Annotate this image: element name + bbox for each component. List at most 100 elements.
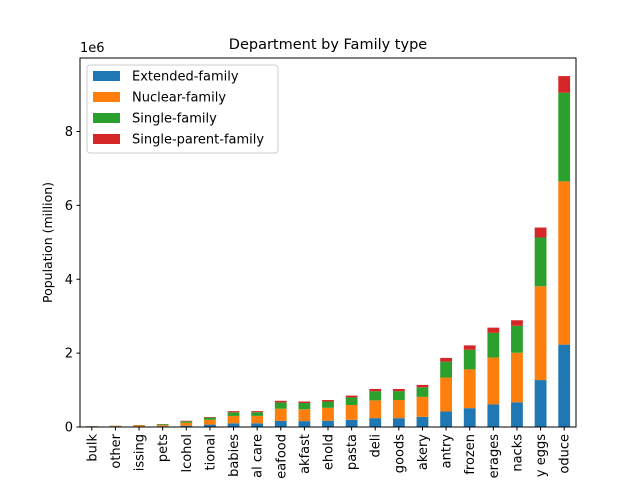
bar-dairy-eggs-series-2 [534,237,547,287]
x-tick-label: akfast [298,434,313,474]
bar-bakery-series-1 [416,396,429,417]
x-tick-label: goods [392,434,407,473]
bar-personal-care-series-0 [251,423,264,427]
y-axis-label: Population (million) [40,182,55,303]
bar-dairy-eggs-series-0 [534,380,547,427]
x-tick-label: lcohol [180,434,195,473]
bar-alcohol-series-1 [180,422,193,426]
legend-label: Extended-family [132,70,239,85]
bar-pets-series-2 [156,424,169,426]
bar-babies-series-1 [227,415,240,424]
legend-swatch [93,71,120,81]
bar-deli-series-2 [369,391,382,401]
bar-seafood-series-3 [274,400,287,403]
x-tick-label: antry [440,434,455,469]
bar-bakery-series-2 [416,387,429,397]
bar-breakfast-series-1 [298,409,311,422]
x-tick-label: nacks [510,434,525,472]
bar-babies-series-3 [227,411,240,413]
bar-snacks-series-3 [511,320,523,326]
legend-frame [86,64,279,154]
bar-beverages-series-2 [487,332,500,358]
chart-title: Department by Family type [229,37,427,53]
bar-pets-series-1 [156,425,169,427]
bar-missing-series-1 [133,425,145,427]
bar-pantry-series-3 [440,357,452,362]
y-tick-label: 8 [65,125,73,140]
bar-alcohol-series-0 [180,425,193,427]
bar-snacks-series-1 [511,352,523,403]
bar-frozen-series-0 [463,408,476,427]
bar-snacks-series-0 [511,402,523,427]
bar-snacks-series-2 [511,325,523,353]
x-tick-label: pasta [345,434,360,470]
x-tick-label: other [109,433,124,468]
bar-breakfast-series-0 [298,421,311,427]
bar-pasta-series-0 [345,419,358,427]
bar-produce-series-3 [558,76,571,93]
y-tick-label: 6 [65,199,73,214]
bar-personal-care-series-3 [251,411,264,413]
bar-pasta-series-3 [345,395,358,398]
x-tick-label: eafood [274,434,289,479]
x-tick-label: al care [251,434,266,478]
bar-household-series-0 [322,420,334,427]
bar-pasta-series-2 [345,397,358,406]
bar-frozen-series-1 [463,369,476,409]
legend-swatch [93,92,120,102]
bar-breakfast-series-2 [298,402,311,410]
bar-pantry-series-0 [440,411,452,427]
x-tick-label: frozen [463,434,478,475]
bar-dairy-eggs-series-1 [534,286,547,381]
x-tick-label: pets [156,434,171,462]
bar-seafood-series-1 [274,408,287,421]
y-tick-label: 4 [65,273,73,288]
legend-label: Single-family [132,112,217,127]
bar-international-series-1 [204,419,216,425]
bar-babies-series-0 [227,423,240,427]
bar-seafood-series-2 [274,402,287,409]
bar-pasta-series-1 [345,405,358,420]
bar-household-series-1 [322,407,334,421]
x-tick-label: oduce [558,434,573,474]
bar-breakfast-series-3 [298,401,311,403]
x-tick-label: ehold [322,434,337,470]
bar-produce-series-0 [558,344,571,427]
x-tick-label: y eggs [534,434,549,477]
bar-beverages-series-3 [487,327,500,333]
bar-deli-series-1 [369,400,382,419]
bar-alcohol-series-3 [180,420,193,422]
bar-international-series-3 [204,417,216,418]
bar-other-series-1 [109,426,122,427]
legend-swatch [93,113,120,123]
bar-dry-goods-series-0 [392,418,405,427]
legend-label: Single-parent-family [132,133,264,148]
x-tick-label: deli [369,434,384,457]
bar-dry-goods-series-1 [392,400,405,419]
y-tick-label: 2 [65,347,73,362]
legend-swatch [93,134,120,144]
x-axis: bulk other issing pets lcohol tional babies al … [85,427,573,479]
bar-international-series-0 [204,424,216,427]
y-tick-label: 0 [65,421,73,436]
x-tick-label: tional [203,434,218,470]
x-tick-label: akery [416,434,431,470]
bar-alcohol-series-2 [180,421,193,423]
bar-seafood-series-0 [274,420,287,427]
bar-dairy-eggs-series-3 [534,227,547,238]
y-axis-offset-label: 1e6 [80,41,105,56]
bar-deli-series-0 [369,418,382,427]
bar-dry-goods-series-3 [392,388,405,392]
bar-household-series-3 [322,400,334,402]
bar-personal-care-series-1 [251,415,264,424]
x-tick-label: bulk [85,434,100,462]
bar-beverages-series-1 [487,357,500,405]
bar-produce-series-2 [558,92,571,182]
bar-personal-care-series-2 [251,412,264,416]
bar-bakery-series-3 [416,384,429,388]
bar-international-series-2 [204,417,216,420]
legend-label: Nuclear-family [132,91,226,106]
bar-beverages-series-0 [487,404,500,427]
bar-pantry-series-2 [440,361,452,378]
